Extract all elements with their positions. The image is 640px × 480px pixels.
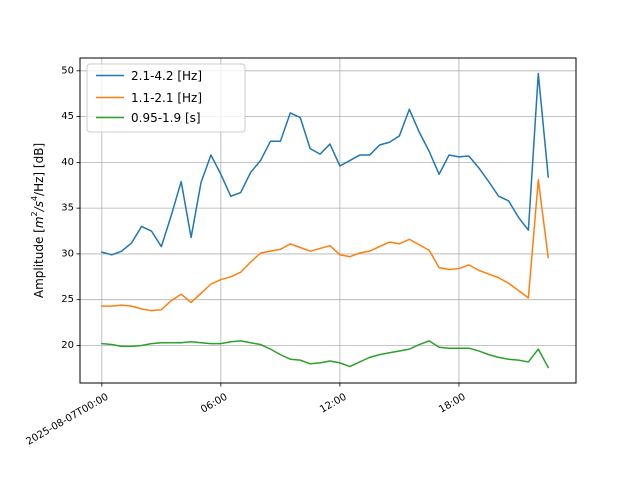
y-tick-label: 20 [61, 340, 74, 351]
x-tick-label: 12:00 [318, 392, 348, 416]
legend-entry-0: 2.1-4.2 [Hz] [131, 69, 202, 83]
series-line-1 [101, 179, 550, 312]
plot-frame [79, 57, 577, 384]
x-tick-label: 18:00 [437, 392, 467, 416]
y-tick-label: 25 [61, 294, 74, 305]
y-label-part-hz: /Hz] [dB] [32, 143, 46, 196]
y-tick-label: 30 [61, 248, 74, 259]
x-tick-label: 2025-08-07T00:00 [24, 392, 110, 448]
x-tick-label: 06:00 [199, 392, 229, 416]
y-tick-label: 40 [61, 157, 74, 168]
y-axis-ticks: 20 25 30 35 40 45 50 [61, 65, 80, 351]
y-tick-label: 50 [61, 65, 74, 76]
y-tick-label: 45 [61, 111, 74, 122]
legend-box [86, 63, 246, 133]
y-tick-label: 35 [61, 203, 74, 214]
x-axis-ticks: 2025-08-07T00:00 06:00 12:00 18:00 [24, 383, 468, 448]
y-label-part-four: 4 [30, 196, 39, 201]
y-label-part-sq: 2 [30, 211, 39, 216]
y-label-part-s: /s [32, 201, 46, 212]
y-label-part-a: Amplitude [ [32, 228, 46, 298]
legend: 2.1-4.2 [Hz] 1.1-2.1 [Hz] 0.95-1.9 [s] [86, 63, 246, 133]
legend-entry-1: 1.1-2.1 [Hz] [131, 91, 202, 105]
y-axis-label: Amplitude [m2/s4/Hz] [dB] [30, 143, 47, 298]
series-line-2 [101, 340, 550, 369]
legend-entry-2: 0.95-1.9 [s] [131, 111, 201, 125]
series-lines [100, 72, 550, 369]
y-label-part-m: m [32, 216, 46, 228]
series-line-0 [100, 72, 550, 256]
